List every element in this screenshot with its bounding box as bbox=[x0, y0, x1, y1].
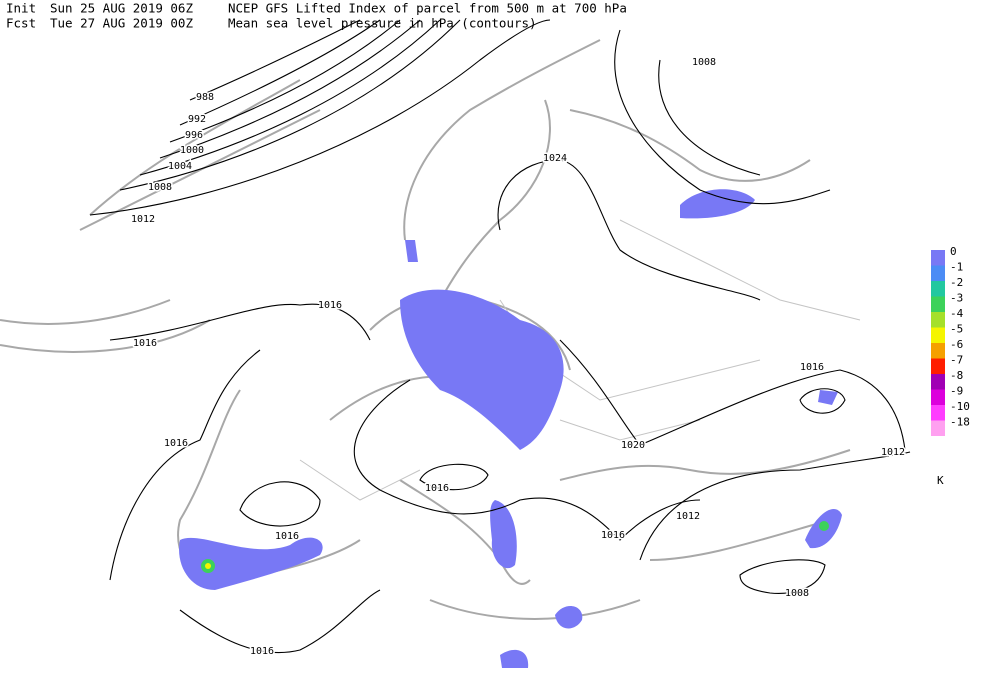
isobar bbox=[639, 451, 911, 561]
legend-label: -4 bbox=[950, 307, 964, 320]
legend-unit: K bbox=[937, 474, 944, 487]
isobar bbox=[179, 388, 846, 654]
lifted-index-core bbox=[819, 521, 829, 531]
contour-label: 1012 bbox=[676, 511, 700, 522]
lifted-index-area bbox=[179, 537, 323, 590]
lifted-index-core bbox=[205, 563, 211, 569]
contour-label: 1016 bbox=[318, 300, 342, 311]
isobar bbox=[109, 303, 371, 341]
legend-label: -7 bbox=[950, 354, 963, 367]
contour-label: 1008 bbox=[692, 57, 716, 68]
legend-swatch bbox=[931, 265, 945, 281]
legend-swatch bbox=[931, 281, 945, 297]
contour-label: 1004 bbox=[168, 161, 192, 172]
lifted-index-area bbox=[490, 500, 517, 569]
legend-swatch bbox=[931, 405, 945, 421]
legend-swatch bbox=[931, 358, 945, 374]
contour-label: 1020 bbox=[621, 440, 645, 451]
legend-swatch bbox=[931, 327, 945, 343]
contour-label: 1016 bbox=[425, 483, 449, 494]
legend-swatch bbox=[931, 343, 945, 359]
legend-label: -1 bbox=[950, 261, 963, 274]
legend-label: -3 bbox=[950, 292, 963, 305]
contour-label: 1008 bbox=[148, 182, 172, 193]
legend-label: -10 bbox=[950, 400, 970, 413]
isobar bbox=[559, 339, 906, 451]
legend-label: 0 bbox=[950, 245, 957, 258]
isobars bbox=[89, 19, 911, 654]
isobar bbox=[614, 29, 831, 205]
isobar bbox=[739, 559, 826, 594]
contour-label: 996 bbox=[185, 130, 203, 141]
lifted-index-area bbox=[680, 189, 755, 219]
contour-label: 1012 bbox=[881, 447, 905, 458]
title: NCEP GFS Lifted Index of parcel from 500… bbox=[228, 1, 627, 16]
coastline bbox=[559, 449, 851, 561]
instability-areas bbox=[179, 189, 842, 668]
isobar bbox=[89, 19, 551, 216]
coastline bbox=[0, 299, 211, 353]
isobar bbox=[119, 19, 461, 191]
legend-label: -9 bbox=[950, 385, 963, 398]
contour-label: 992 bbox=[188, 114, 206, 125]
contour-label: 1016 bbox=[601, 530, 625, 541]
isobar bbox=[239, 463, 489, 527]
legend-label: -2 bbox=[950, 276, 963, 289]
legend-label: -18 bbox=[950, 416, 970, 429]
legend-label: -5 bbox=[950, 323, 963, 336]
coastline bbox=[399, 479, 641, 620]
isobar bbox=[109, 349, 261, 581]
fcst-time: Tue 27 AUG 2019 00Z bbox=[50, 16, 193, 31]
coastline bbox=[403, 39, 601, 321]
contour-labels: 988 992 996 1000 1004 1008 1012 1016 1016 1024 100… bbox=[129, 56, 906, 659]
init-time: Sun 25 AUG 2019 06Z bbox=[50, 1, 193, 16]
legend-swatch bbox=[931, 250, 945, 266]
init-label: Init bbox=[6, 1, 36, 16]
lifted-index-area bbox=[400, 289, 564, 450]
header: Init Sun 25 AUG 2019 06Z Fcst Tue 27 AUG… bbox=[6, 1, 627, 31]
contour-label: 1016 bbox=[800, 362, 824, 373]
legend-swatch bbox=[931, 374, 945, 390]
contour-label: 1000 bbox=[180, 145, 204, 156]
legend: 0 -1 -2 -3 -4 -5 -6 -7 -8 -9 -10 -18 K bbox=[931, 245, 970, 487]
fcst-label: Fcst bbox=[6, 16, 36, 31]
legend-swatch bbox=[931, 312, 945, 328]
legend-swatch bbox=[931, 389, 945, 405]
contour-label: 1024 bbox=[543, 153, 567, 164]
subtitle: Mean sea level pressure in hPa (contours… bbox=[228, 16, 537, 31]
contour-label: 1012 bbox=[131, 214, 155, 225]
contour-label: 988 bbox=[196, 92, 214, 103]
legend-swatch bbox=[931, 296, 945, 312]
coastline bbox=[79, 79, 321, 231]
contour-label: 1016 bbox=[133, 338, 157, 349]
isobar bbox=[353, 379, 701, 541]
contour-label: 1016 bbox=[250, 646, 274, 657]
legend-label: -6 bbox=[950, 338, 963, 351]
contour-label: 1008 bbox=[785, 588, 809, 599]
legend-label: -8 bbox=[950, 369, 963, 382]
isobar bbox=[497, 159, 761, 301]
legend-swatch bbox=[931, 420, 945, 436]
coastline bbox=[569, 109, 811, 182]
contour-label: 1016 bbox=[164, 438, 188, 449]
contour-label: 1016 bbox=[275, 531, 299, 542]
